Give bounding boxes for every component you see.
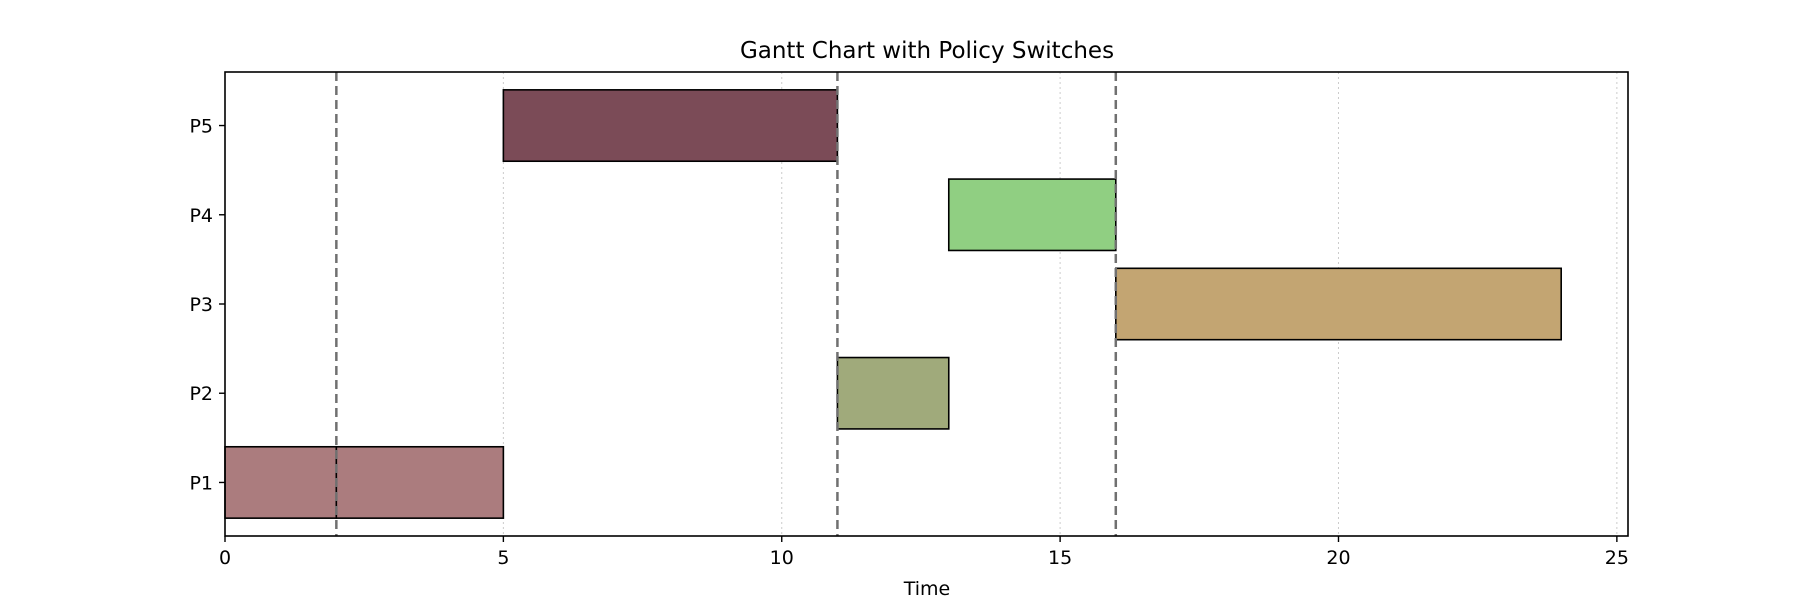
bar-layer [224, 89, 1562, 519]
x-tick-label-5: 5 [497, 547, 509, 569]
x-tick-label-15: 15 [1048, 547, 1072, 569]
x-tick-label-0: 0 [219, 547, 231, 569]
y-tick-label-p1: P1 [189, 472, 213, 494]
y-tick-label-p5: P5 [189, 116, 213, 138]
axis-layer: 0 5 10 15 20 25 P1 P2 P3 P4 P5 [189, 71, 1629, 569]
y-tick-label-p3: P3 [189, 294, 213, 316]
x-tick-label-10: 10 [770, 547, 794, 569]
bar-p4-13-16 [947, 178, 1117, 252]
x-tick-label-20: 20 [1326, 547, 1350, 569]
x-axis-label: Time [903, 578, 951, 600]
policy-switch-layer [335, 72, 1118, 536]
y-tick-label-p4: P4 [189, 205, 213, 227]
bar-p2-11-13 [836, 356, 950, 430]
bar-p5-5-11 [502, 89, 839, 163]
bar-p3-16-24 [1114, 267, 1562, 341]
chart-title: Gantt Chart with Policy Switches [740, 38, 1114, 64]
x-tick-label-25: 25 [1605, 547, 1629, 569]
bar-p1-2-5 [335, 445, 505, 519]
y-tick-label-p2: P2 [189, 383, 213, 405]
bar-p1-0-2 [224, 445, 338, 519]
